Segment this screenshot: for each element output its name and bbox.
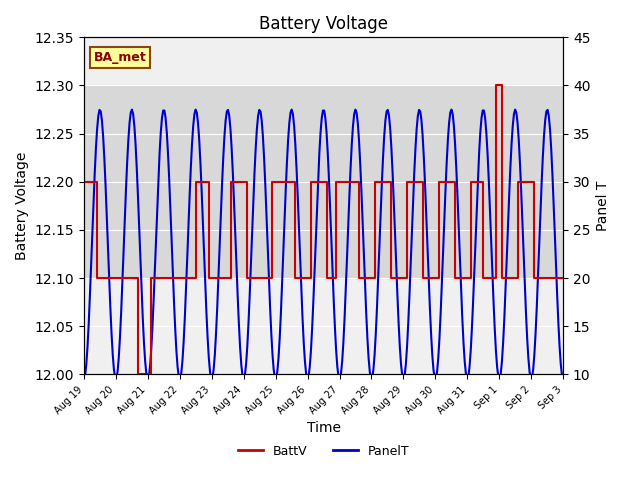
X-axis label: Time: Time (307, 421, 340, 435)
Legend: BattV, PanelT: BattV, PanelT (233, 440, 414, 463)
Text: BA_met: BA_met (93, 51, 146, 64)
Title: Battery Voltage: Battery Voltage (259, 15, 388, 33)
Bar (84, 85, 563, 278)
Y-axis label: Panel T: Panel T (596, 180, 610, 231)
Y-axis label: Battery Voltage: Battery Voltage (15, 152, 29, 260)
